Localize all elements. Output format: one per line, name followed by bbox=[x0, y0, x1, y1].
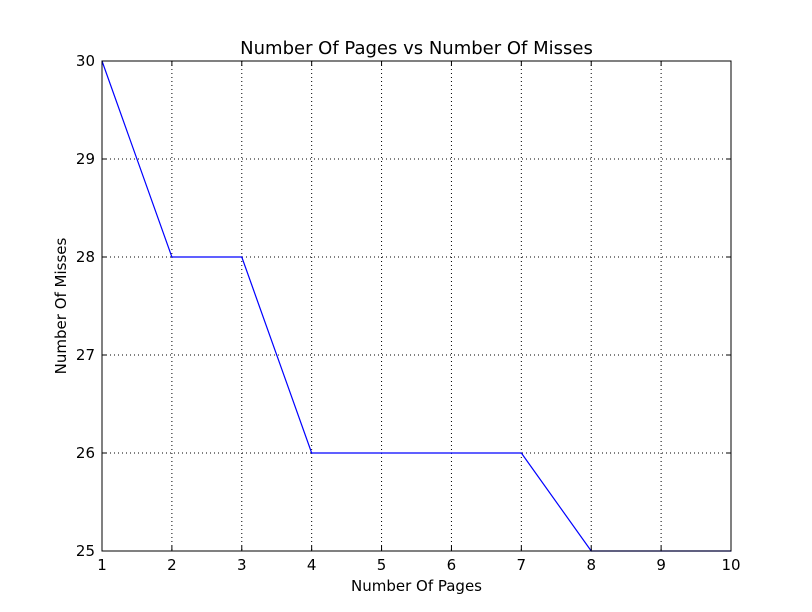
x-tick-label: 9 bbox=[656, 556, 666, 574]
x-tick-label: 4 bbox=[307, 556, 317, 574]
y-tick-label: 29 bbox=[76, 150, 95, 168]
data-point bbox=[171, 256, 173, 258]
x-tick-label: 7 bbox=[517, 556, 527, 574]
data-point bbox=[520, 452, 522, 454]
data-point bbox=[241, 256, 243, 258]
y-tick-label: 28 bbox=[76, 248, 95, 266]
x-tick-labels: 1 2 3 4 5 6 7 8 9 10 bbox=[97, 556, 740, 574]
y-tick-labels: 25 26 27 28 29 30 bbox=[76, 52, 95, 560]
data-point bbox=[311, 452, 313, 454]
x-tick-label: 10 bbox=[721, 556, 740, 574]
y-tick-label: 26 bbox=[76, 444, 95, 462]
y-tick-label: 25 bbox=[76, 542, 95, 560]
chart-title: Number Of Pages vs Number Of Misses bbox=[240, 38, 593, 59]
grid-lines bbox=[102, 61, 731, 551]
x-tick-label: 5 bbox=[377, 556, 387, 574]
x-tick-label: 1 bbox=[97, 556, 107, 574]
x-axis-label: Number Of Pages bbox=[351, 577, 482, 595]
x-tick-label: 2 bbox=[167, 556, 177, 574]
x-tick-label: 6 bbox=[447, 556, 457, 574]
data-point bbox=[450, 452, 453, 454]
data-point bbox=[380, 452, 383, 454]
x-tick-label: 8 bbox=[586, 556, 596, 574]
y-tick-label: 27 bbox=[76, 346, 95, 364]
plot-area-frame bbox=[101, 60, 732, 552]
tick-marks bbox=[101, 60, 732, 552]
y-tick-label: 30 bbox=[76, 52, 95, 70]
x-tick-label: 3 bbox=[237, 556, 247, 574]
y-axis-label: Number Of Misses bbox=[52, 237, 70, 374]
